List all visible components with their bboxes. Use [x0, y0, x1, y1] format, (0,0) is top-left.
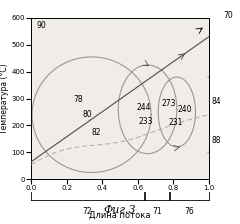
Text: 76: 76	[184, 207, 194, 216]
Text: 233: 233	[139, 117, 153, 126]
X-axis label: Длина потока: Длина потока	[89, 211, 151, 220]
Text: Фиг.3: Фиг.3	[104, 205, 136, 215]
Text: 88: 88	[211, 136, 221, 145]
Text: 231: 231	[169, 118, 183, 127]
Text: 82: 82	[92, 128, 101, 137]
Text: 78: 78	[74, 95, 84, 104]
Text: 244: 244	[137, 103, 151, 112]
Y-axis label: Температура (°C): Температура (°C)	[0, 63, 9, 134]
Text: 273: 273	[162, 99, 176, 108]
Text: 90: 90	[36, 21, 46, 30]
Text: 72: 72	[83, 207, 92, 216]
Text: 71: 71	[152, 207, 162, 216]
Text: 240: 240	[178, 105, 192, 114]
Text: 70: 70	[223, 11, 233, 20]
Text: 80: 80	[83, 110, 92, 119]
Text: 84: 84	[211, 97, 221, 106]
